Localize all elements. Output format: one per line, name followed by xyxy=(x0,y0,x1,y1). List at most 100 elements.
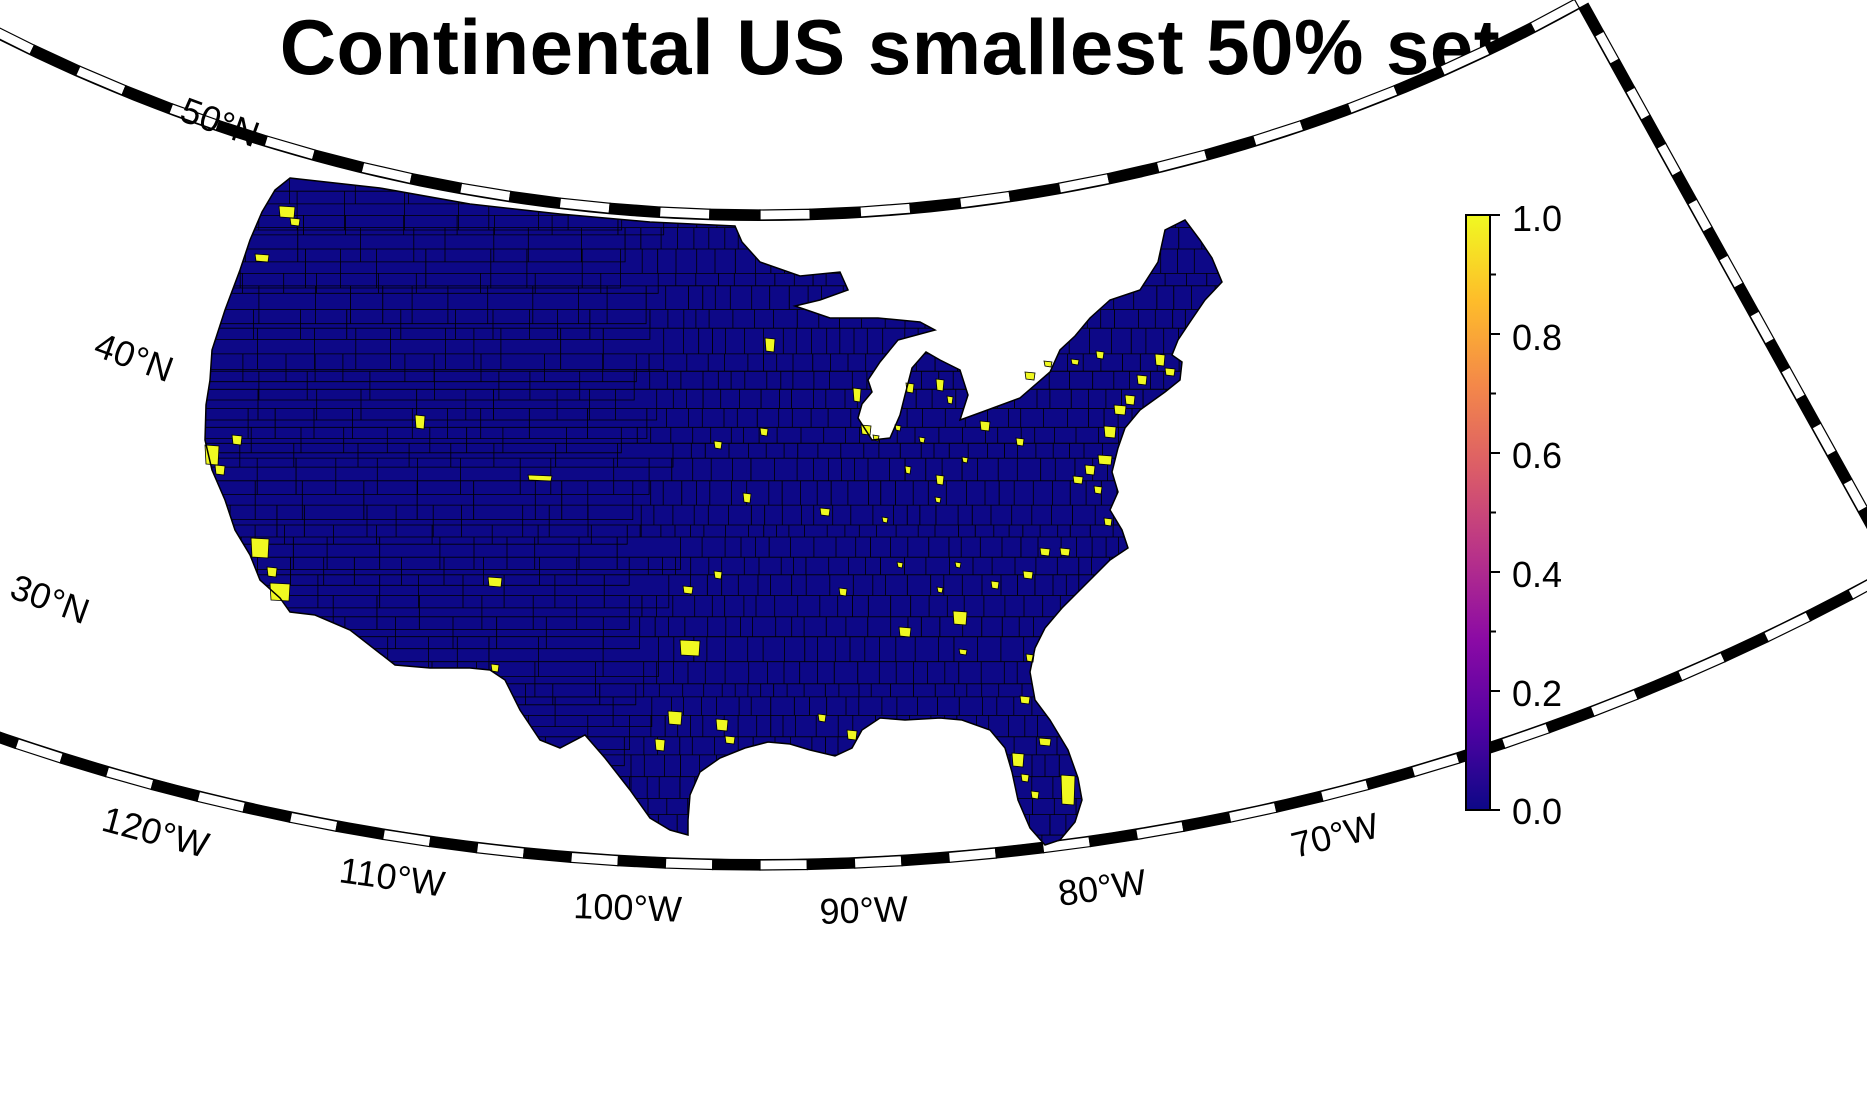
frame-tick xyxy=(806,857,856,871)
selected-county xyxy=(1024,371,1036,381)
selected-county xyxy=(846,729,858,741)
selected-county xyxy=(1043,360,1053,368)
selected-county xyxy=(289,217,301,227)
continental-us-land xyxy=(205,178,1222,845)
selected-county xyxy=(269,582,291,602)
selected-county xyxy=(894,424,902,432)
lon-label-80: 80°W xyxy=(1055,861,1148,914)
selected-county xyxy=(759,427,769,437)
selected-county xyxy=(904,465,912,475)
selected-county xyxy=(1154,353,1166,367)
selected-county xyxy=(724,735,736,745)
selected-county xyxy=(958,648,968,656)
frame-tick xyxy=(617,855,667,869)
selected-county xyxy=(1070,358,1080,366)
selected-county xyxy=(490,663,500,673)
selected-county xyxy=(819,507,831,517)
selected-county xyxy=(952,610,968,626)
selected-county xyxy=(1097,454,1113,466)
frame-tick xyxy=(1847,579,1867,600)
selected-county xyxy=(934,496,942,504)
selected-county xyxy=(679,639,701,657)
selected-county xyxy=(898,626,912,638)
selected-county xyxy=(1015,437,1025,447)
selected-county xyxy=(1072,475,1084,485)
selected-county xyxy=(936,586,944,594)
selected-county xyxy=(1038,737,1052,747)
selected-county xyxy=(881,516,889,524)
selected-county xyxy=(838,587,848,597)
selected-county xyxy=(713,440,723,450)
selected-county xyxy=(1103,517,1113,527)
selected-county xyxy=(1095,350,1105,360)
frame-tick xyxy=(712,858,761,871)
selected-county xyxy=(1124,394,1136,406)
selected-county xyxy=(918,436,926,444)
colorbar-label-1.0: 1.0 xyxy=(1512,198,1562,239)
selected-county xyxy=(1011,752,1025,768)
selected-county xyxy=(990,580,1000,590)
lon-label-90: 90°W xyxy=(819,888,909,932)
selected-county xyxy=(979,420,991,432)
selected-county xyxy=(667,710,683,726)
frame-tick xyxy=(1529,0,1581,33)
coastline xyxy=(204,177,1223,846)
selected-county xyxy=(946,395,954,405)
colorbar-label-0.6: 0.6 xyxy=(1512,435,1562,476)
selected-county xyxy=(250,537,270,559)
selected-county xyxy=(1113,404,1127,416)
selected-county xyxy=(935,474,945,486)
selected-county xyxy=(1060,774,1076,806)
selected-county xyxy=(254,253,270,263)
selected-county xyxy=(896,561,904,569)
selected-county xyxy=(214,464,226,476)
selected-county xyxy=(527,474,553,482)
selected-county xyxy=(487,576,503,588)
selected-county xyxy=(278,205,296,219)
selected-county xyxy=(1039,547,1051,557)
selected-county xyxy=(954,561,962,569)
selected-county xyxy=(1136,374,1148,386)
selected-county xyxy=(852,387,862,403)
selected-county xyxy=(1030,790,1040,800)
frame-tick xyxy=(1842,478,1867,513)
selected-county xyxy=(1164,367,1176,377)
selected-county xyxy=(1084,464,1096,476)
frame-tick xyxy=(1857,506,1867,529)
colorbar-label-0.2: 0.2 xyxy=(1512,673,1562,714)
selected-county xyxy=(1020,773,1030,783)
lon-label-100: 100°W xyxy=(573,885,683,930)
selected-county xyxy=(817,713,827,723)
selected-county xyxy=(713,570,723,580)
colorbar-gradient xyxy=(1465,214,1491,811)
frame-tick xyxy=(658,206,711,220)
selected-county xyxy=(1093,485,1103,495)
frame-tick xyxy=(709,208,761,221)
frame-tick xyxy=(759,208,811,221)
selected-counties xyxy=(204,205,1176,806)
selected-county xyxy=(1059,547,1071,557)
selected-county xyxy=(414,414,426,430)
selected-county xyxy=(1019,695,1031,705)
lon-label-110: 110°W xyxy=(337,849,447,904)
page-title: Continental US smallest 50% set xyxy=(279,3,1501,91)
selected-county xyxy=(231,434,243,446)
selected-county xyxy=(1103,425,1117,439)
colorbar-label-0.0: 0.0 xyxy=(1512,791,1562,832)
selected-county xyxy=(266,566,278,578)
frame-tick xyxy=(759,858,808,871)
colorbar-label-0.8: 0.8 xyxy=(1512,317,1562,358)
selected-county xyxy=(654,738,666,752)
selected-county xyxy=(1022,570,1034,580)
frame-tick xyxy=(664,857,714,871)
lon-label-120: 120°W xyxy=(98,798,213,866)
frame-tick xyxy=(853,855,903,869)
selected-county xyxy=(764,337,776,353)
selected-county xyxy=(961,456,969,464)
selected-county xyxy=(742,492,752,504)
colorbar-label-0.4: 0.4 xyxy=(1512,554,1562,595)
selected-county xyxy=(935,378,945,392)
selected-county xyxy=(682,585,694,595)
colorbar: 1.0 0.8 0.6 0.4 0.2 0.0 xyxy=(1465,198,1562,832)
